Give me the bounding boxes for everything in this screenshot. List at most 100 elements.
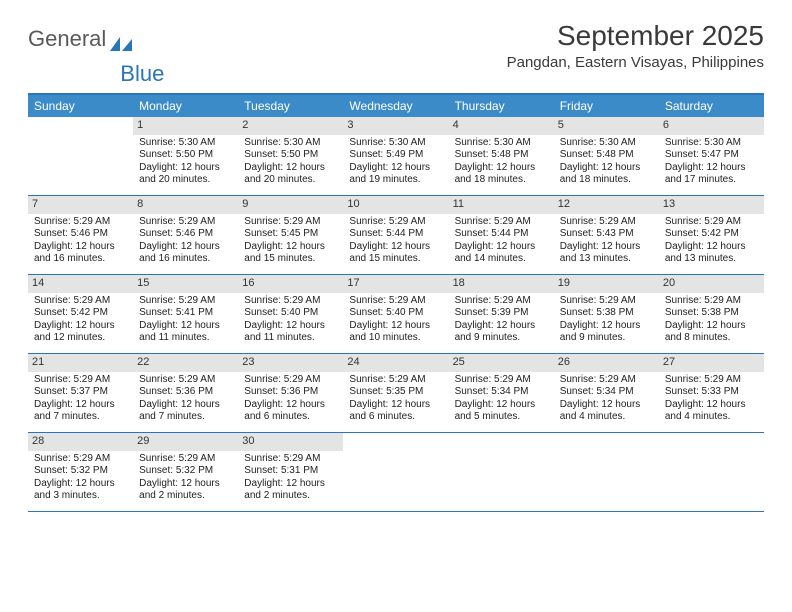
day-line: Sunset: 5:50 PM xyxy=(139,149,232,162)
day-line: Sunset: 5:40 PM xyxy=(244,307,337,320)
day-cell: 14Sunrise: 5:29 AMSunset: 5:42 PMDayligh… xyxy=(28,275,133,353)
dow-tue: Tuesday xyxy=(238,95,343,117)
week-row: 1Sunrise: 5:30 AMSunset: 5:50 PMDaylight… xyxy=(28,117,764,196)
day-line: Daylight: 12 hours xyxy=(139,478,232,491)
day-line: Sunset: 5:37 PM xyxy=(34,386,127,399)
day-cell xyxy=(28,117,133,195)
day-line: Sunrise: 5:29 AM xyxy=(560,295,653,308)
day-number: 15 xyxy=(133,275,238,293)
day-details: Sunrise: 5:30 AMSunset: 5:47 PMDaylight:… xyxy=(663,137,760,187)
day-details: Sunrise: 5:29 AMSunset: 5:46 PMDaylight:… xyxy=(32,216,129,266)
day-number: 5 xyxy=(554,117,659,135)
day-line: Daylight: 12 hours xyxy=(560,241,653,254)
day-line: Sunset: 5:36 PM xyxy=(139,386,232,399)
day-line: and 13 minutes. xyxy=(560,253,653,266)
day-line: Sunrise: 5:29 AM xyxy=(665,374,758,387)
day-line: and 16 minutes. xyxy=(139,253,232,266)
day-line: Daylight: 12 hours xyxy=(244,478,337,491)
day-cell: 5 Sunrise: 5:30 AMSunset: 5:48 PMDaylight… xyxy=(554,117,659,195)
day-line: Sunset: 5:40 PM xyxy=(349,307,442,320)
day-details: Sunrise: 5:29 AMSunset: 5:34 PMDaylight:… xyxy=(558,374,655,424)
day-line: Daylight: 12 hours xyxy=(244,162,337,175)
day-details: Sunrise: 5:29 AMSunset: 5:37 PMDaylight:… xyxy=(32,374,129,424)
day-cell: 7 Sunrise: 5:29 AMSunset: 5:46 PMDaylight… xyxy=(28,196,133,274)
day-number: 20 xyxy=(659,275,764,293)
day-line: Sunrise: 5:30 AM xyxy=(139,137,232,150)
day-line: and 16 minutes. xyxy=(34,253,127,266)
day-cell: 27Sunrise: 5:29 AMSunset: 5:33 PMDayligh… xyxy=(659,354,764,432)
day-cell: 30Sunrise: 5:29 AMSunset: 5:31 PMDayligh… xyxy=(238,433,343,511)
day-line: Sunrise: 5:29 AM xyxy=(560,374,653,387)
day-cell: 25Sunrise: 5:29 AMSunset: 5:34 PMDayligh… xyxy=(449,354,554,432)
day-line: Daylight: 12 hours xyxy=(34,478,127,491)
day-line: and 14 minutes. xyxy=(455,253,548,266)
day-line: Sunset: 5:34 PM xyxy=(560,386,653,399)
day-line: Sunrise: 5:29 AM xyxy=(560,216,653,229)
day-line: Sunrise: 5:29 AM xyxy=(455,374,548,387)
day-line: Sunset: 5:46 PM xyxy=(34,228,127,241)
day-line: Sunset: 5:44 PM xyxy=(349,228,442,241)
day-line: Sunset: 5:36 PM xyxy=(244,386,337,399)
day-number: 7 xyxy=(28,196,133,214)
day-line: and 6 minutes. xyxy=(244,411,337,424)
day-number: 22 xyxy=(133,354,238,372)
day-number: 29 xyxy=(133,433,238,451)
day-line: Daylight: 12 hours xyxy=(349,320,442,333)
day-line: Sunrise: 5:29 AM xyxy=(139,295,232,308)
dow-row: Sunday Monday Tuesday Wednesday Thursday… xyxy=(28,95,764,117)
day-line: Daylight: 12 hours xyxy=(665,399,758,412)
day-number: 12 xyxy=(554,196,659,214)
day-line: and 9 minutes. xyxy=(455,332,548,345)
day-cell: 3Sunrise: 5:30 AMSunset: 5:49 PMDaylight… xyxy=(343,117,448,195)
day-line: Sunset: 5:50 PM xyxy=(244,149,337,162)
month-title: September 2025 xyxy=(507,20,764,52)
day-line: and 8 minutes. xyxy=(665,332,758,345)
day-cell: 26Sunrise: 5:29 AMSunset: 5:34 PMDayligh… xyxy=(554,354,659,432)
day-line: Sunset: 5:41 PM xyxy=(139,307,232,320)
day-cell: 4Sunrise: 5:30 AMSunset: 5:48 PMDaylight… xyxy=(449,117,554,195)
dow-mon: Monday xyxy=(133,95,238,117)
day-line: Daylight: 12 hours xyxy=(560,399,653,412)
day-cell: 22Sunrise: 5:29 AMSunset: 5:36 PMDayligh… xyxy=(133,354,238,432)
day-line: and 11 minutes. xyxy=(139,332,232,345)
location: Pangdan, Eastern Visayas, Philippines xyxy=(507,54,764,71)
day-details: Sunrise: 5:30 AMSunset: 5:48 PMDaylight:… xyxy=(453,137,550,187)
day-line: and 12 minutes. xyxy=(34,332,127,345)
day-number: 9 xyxy=(238,196,343,214)
logo: General xyxy=(28,20,132,52)
day-cell: 2Sunrise: 5:30 AMSunset: 5:50 PMDaylight… xyxy=(238,117,343,195)
day-line: and 5 minutes. xyxy=(455,411,548,424)
day-line: Daylight: 12 hours xyxy=(455,320,548,333)
day-number: 11 xyxy=(449,196,554,214)
day-line: Sunset: 5:38 PM xyxy=(665,307,758,320)
day-line: Sunrise: 5:29 AM xyxy=(34,295,127,308)
day-line: Sunset: 5:48 PM xyxy=(455,149,548,162)
day-line: and 6 minutes. xyxy=(349,411,442,424)
day-cell xyxy=(554,433,659,511)
day-line: Sunset: 5:39 PM xyxy=(455,307,548,320)
day-details: Sunrise: 5:29 AMSunset: 5:31 PMDaylight:… xyxy=(242,453,339,503)
day-line: Sunset: 5:32 PM xyxy=(34,465,127,478)
day-line: and 18 minutes. xyxy=(455,174,548,187)
day-details: Sunrise: 5:30 AMSunset: 5:48 PMDaylight:… xyxy=(558,137,655,187)
day-number: 14 xyxy=(28,275,133,293)
page: General September 2025 Pangdan, Eastern … xyxy=(0,0,792,532)
day-line: Sunrise: 5:29 AM xyxy=(34,216,127,229)
day-cell: 28Sunrise: 5:29 AMSunset: 5:32 PMDayligh… xyxy=(28,433,133,511)
day-details: Sunrise: 5:29 AMSunset: 5:42 PMDaylight:… xyxy=(663,216,760,266)
day-details: Sunrise: 5:29 AMSunset: 5:45 PMDaylight:… xyxy=(242,216,339,266)
day-line: Daylight: 12 hours xyxy=(34,320,127,333)
day-details: Sunrise: 5:29 AMSunset: 5:44 PMDaylight:… xyxy=(347,216,444,266)
calendar: Sunday Monday Tuesday Wednesday Thursday… xyxy=(28,93,764,512)
day-line: Daylight: 12 hours xyxy=(349,241,442,254)
day-line: and 4 minutes. xyxy=(665,411,758,424)
day-line: Sunrise: 5:29 AM xyxy=(244,374,337,387)
day-line: Sunrise: 5:29 AM xyxy=(665,216,758,229)
day-number: 25 xyxy=(449,354,554,372)
day-line: and 2 minutes. xyxy=(244,490,337,503)
day-line: Sunrise: 5:29 AM xyxy=(349,374,442,387)
dow-wed: Wednesday xyxy=(343,95,448,117)
day-line: Daylight: 12 hours xyxy=(139,320,232,333)
day-cell xyxy=(659,433,764,511)
logo-word1: General xyxy=(28,26,106,52)
